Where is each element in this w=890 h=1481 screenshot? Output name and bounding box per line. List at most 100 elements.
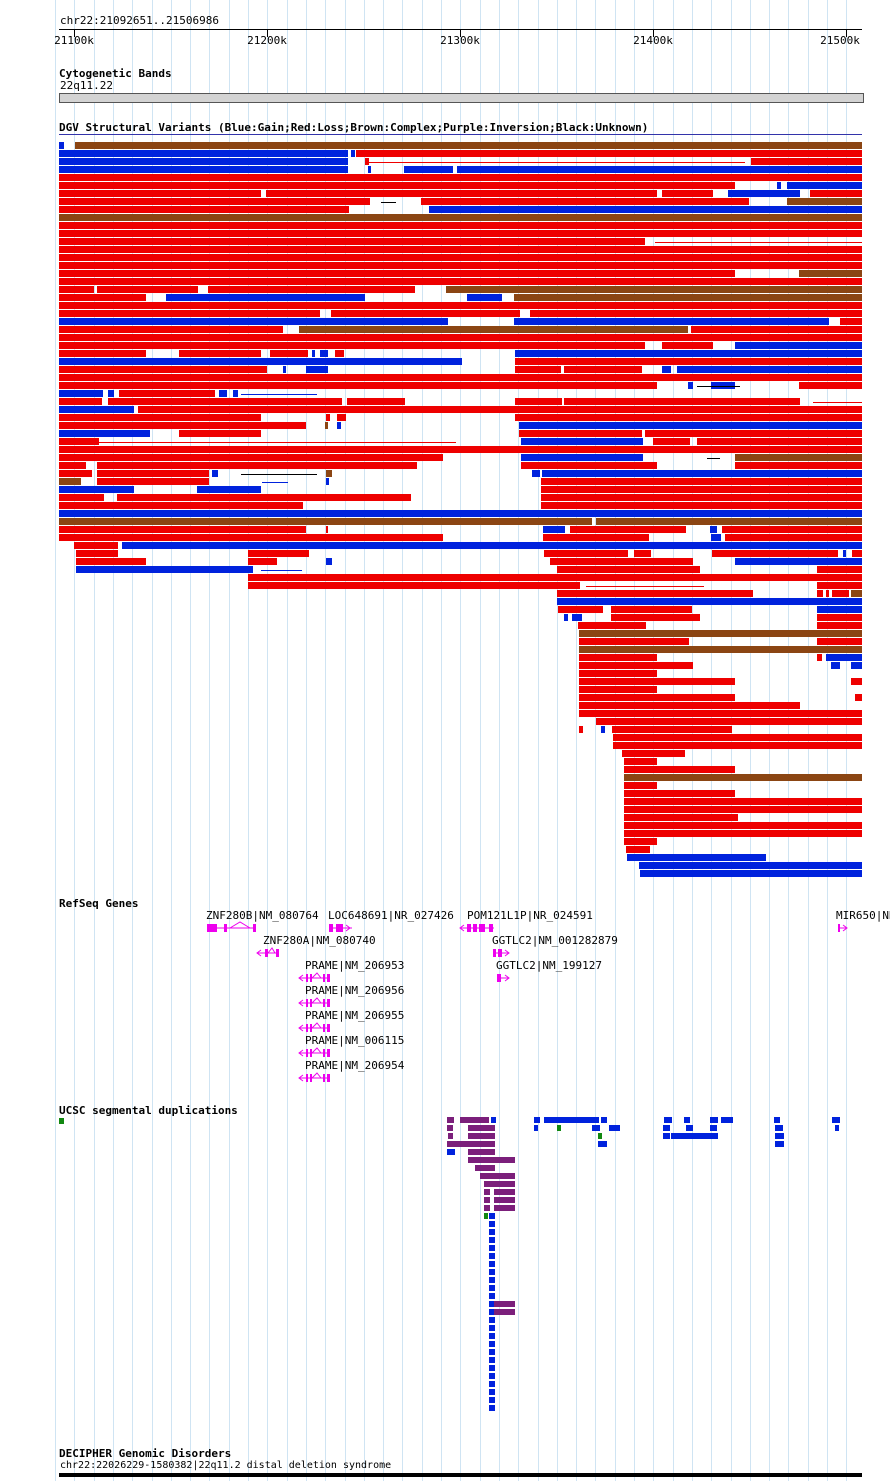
- dgv-variant-bar[interactable]: [541, 486, 862, 493]
- decipher-entry-label[interactable]: chr22:22026229-1580382|22q11.2 distal de…: [60, 1460, 392, 1471]
- dgv-variant-bar[interactable]: [248, 558, 277, 565]
- dgv-variant-bar[interactable]: [624, 782, 657, 789]
- dgv-variant-bar[interactable]: [851, 590, 862, 597]
- dgv-variant-bar[interactable]: [532, 470, 540, 477]
- gene-label[interactable]: ZNF280B|NM_080764: [206, 909, 319, 922]
- segdup-feature-bar[interactable]: [494, 1205, 515, 1211]
- segdup-feature-bar[interactable]: [489, 1317, 495, 1323]
- dgv-variant-bar[interactable]: [710, 526, 717, 533]
- dgv-variant-bar[interactable]: [639, 862, 862, 869]
- dgv-variant-bar[interactable]: [579, 630, 862, 637]
- dgv-variant-bar[interactable]: [579, 694, 735, 701]
- dgv-variant-bar[interactable]: [59, 318, 448, 325]
- dgv-variant-bar[interactable]: [564, 398, 800, 405]
- gene-label[interactable]: POM121L1P|NR_024591: [467, 909, 593, 922]
- dgv-variant-bar[interactable]: [557, 566, 700, 573]
- dgv-variant-bar[interactable]: [326, 470, 332, 477]
- dgv-variant-bar[interactable]: [521, 462, 657, 469]
- dgv-variant-bar[interactable]: [59, 406, 134, 413]
- dgv-variant-bar[interactable]: [233, 390, 238, 397]
- dgv-variant-bar[interactable]: [851, 678, 862, 685]
- dgv-variant-bar[interactable]: [735, 462, 862, 469]
- dgv-variant-bar[interactable]: [579, 662, 624, 669]
- dgv-track-title[interactable]: DGV Structural Variants (Blue:Gain;Red:L…: [59, 121, 649, 134]
- segdup-feature-bar[interactable]: [671, 1133, 718, 1139]
- dgv-variant-bar[interactable]: [75, 142, 862, 149]
- dgv-variant-bar[interactable]: [624, 766, 735, 773]
- dgv-variant-bar[interactable]: [711, 382, 735, 389]
- segdup-feature-bar[interactable]: [484, 1189, 490, 1195]
- segdup-feature-bar[interactable]: [664, 1117, 672, 1123]
- dgv-variant-bar[interactable]: [59, 334, 862, 341]
- dgv-variant-bar[interactable]: [521, 454, 643, 461]
- decipher-feature-bar[interactable]: [59, 1473, 862, 1477]
- dgv-variant-bar[interactable]: [530, 310, 862, 317]
- dgv-variant-bar[interactable]: [347, 398, 405, 405]
- dgv-variant-bar[interactable]: [326, 414, 330, 421]
- dgv-variant-bar[interactable]: [59, 262, 862, 269]
- dgv-variant-bar[interactable]: [337, 422, 341, 429]
- dgv-variant-bar[interactable]: [622, 750, 685, 757]
- segdup-feature-bar[interactable]: [489, 1277, 495, 1283]
- dgv-variant-bar[interactable]: [677, 366, 862, 373]
- dgv-variant-bar[interactable]: [59, 462, 86, 469]
- gene-label[interactable]: PRAME|NM_206955: [305, 1009, 405, 1022]
- dgv-variant-bar[interactable]: [59, 398, 102, 405]
- dgv-variant-bar[interactable]: [59, 454, 443, 461]
- segdup-feature-bar[interactable]: [832, 1117, 840, 1123]
- dgv-variant-bar[interactable]: [711, 534, 721, 541]
- dgv-variant-bar[interactable]: [521, 438, 643, 445]
- dgv-variant-bar[interactable]: [351, 150, 355, 157]
- dgv-variant-bar[interactable]: [59, 446, 862, 453]
- segdup-feature-bar[interactable]: [489, 1381, 495, 1387]
- dgv-variant-bar[interactable]: [712, 550, 838, 557]
- dgv-variant-bar[interactable]: [799, 382, 862, 389]
- dgv-variant-bar[interactable]: [326, 558, 332, 565]
- dgv-variant-bar[interactable]: [337, 414, 346, 421]
- dgv-variant-bar[interactable]: [59, 190, 261, 197]
- segdup-feature-bar[interactable]: [489, 1237, 495, 1243]
- dgv-variant-bar[interactable]: [624, 822, 862, 829]
- dgv-variant-bar[interactable]: [179, 430, 261, 437]
- dgv-variant-bar[interactable]: [515, 414, 862, 421]
- segdup-feature-bar[interactable]: [491, 1117, 496, 1123]
- segdup-feature-bar[interactable]: [447, 1141, 495, 1147]
- dgv-variant-bar[interactable]: [826, 654, 862, 661]
- dgv-variant-bar[interactable]: [832, 590, 849, 597]
- segdup-feature-bar[interactable]: [448, 1133, 453, 1139]
- dgv-variant-bar[interactable]: [166, 294, 365, 301]
- segdup-feature-bar[interactable]: [494, 1197, 515, 1203]
- dgv-variant-bar[interactable]: [817, 566, 862, 573]
- dgv-variant-bar[interactable]: [266, 190, 657, 197]
- dgv-variant-bar[interactable]: [787, 198, 862, 205]
- dgv-variant-bar[interactable]: [306, 366, 328, 373]
- dgv-variant-bar[interactable]: [59, 366, 267, 373]
- dgv-variant-bar[interactable]: [613, 742, 862, 749]
- dgv-variant-bar[interactable]: [59, 350, 146, 357]
- dgv-variant-bar[interactable]: [855, 694, 862, 701]
- dgv-variant-bar[interactable]: [365, 158, 369, 165]
- dgv-variant-bar[interactable]: [624, 774, 862, 781]
- segdup-feature-bar[interactable]: [484, 1197, 490, 1203]
- segdup-feature-bar[interactable]: [59, 1118, 64, 1124]
- dgv-variant-bar[interactable]: [368, 166, 371, 173]
- segdup-feature-bar[interactable]: [489, 1293, 495, 1299]
- dgv-variant-bar[interactable]: [596, 718, 862, 725]
- dgv-variant-bar[interactable]: [138, 406, 862, 413]
- refseq-track-title[interactable]: RefSeq Genes: [59, 897, 139, 910]
- segdup-feature-bar[interactable]: [468, 1125, 495, 1131]
- segdup-feature-bar[interactable]: [489, 1405, 495, 1411]
- dgv-variant-bar[interactable]: [612, 726, 732, 733]
- segdup-feature-bar[interactable]: [489, 1365, 495, 1371]
- dgv-variant-bar[interactable]: [817, 654, 822, 661]
- dgv-variant-bar[interactable]: [840, 318, 862, 325]
- dgv-variant-bar[interactable]: [572, 614, 582, 621]
- segdup-feature-bar[interactable]: [468, 1149, 495, 1155]
- segdup-feature-bar[interactable]: [721, 1117, 733, 1123]
- segdup-feature-bar[interactable]: [480, 1173, 515, 1179]
- segdup-feature-bar[interactable]: [489, 1309, 495, 1315]
- decipher-track-title[interactable]: DECIPHER Genomic Disorders: [59, 1447, 232, 1460]
- dgv-variant-bar[interactable]: [725, 534, 862, 541]
- dgv-variant-bar[interactable]: [312, 350, 315, 357]
- dgv-variant-bar[interactable]: [817, 622, 862, 629]
